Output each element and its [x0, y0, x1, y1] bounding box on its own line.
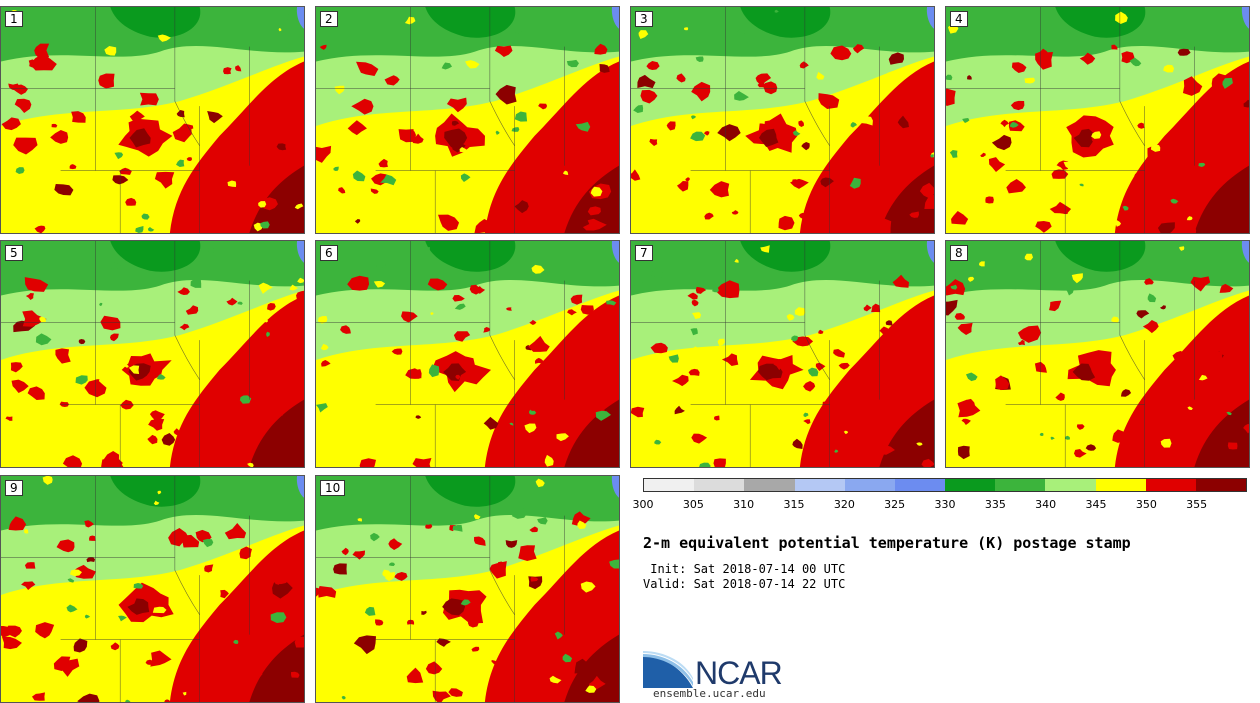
ncar-logo-icon	[643, 651, 693, 688]
colorbar	[643, 478, 1247, 492]
colorbar-swatch	[694, 479, 745, 491]
colorbar-swatch	[894, 479, 946, 491]
ensemble-member-panel[interactable]: 10	[315, 475, 620, 703]
colorbar-tick-label: 320	[833, 498, 855, 511]
member-map	[631, 241, 934, 467]
colorbar-tick-label: 330	[934, 498, 956, 511]
member-map	[316, 476, 619, 702]
colorbar-swatch	[744, 479, 795, 491]
plot-title: 2-m equivalent potential temperature (K)…	[643, 534, 1131, 552]
colorbar-tick-label: 325	[884, 498, 906, 511]
member-number-label: 8	[950, 245, 968, 261]
member-map	[1, 476, 304, 702]
ensemble-member-panel[interactable]: 6	[315, 240, 620, 468]
colorbar-swatch	[1195, 479, 1247, 491]
colorbar-tick-label: 300	[632, 498, 654, 511]
ensemble-member-panel[interactable]: 7	[630, 240, 935, 468]
colorbar-tick-label: 335	[984, 498, 1006, 511]
colorbar-tick-label: 355	[1186, 498, 1208, 511]
ncar-logo[interactable]: NCAR ensemble.ucar.edu	[643, 645, 803, 703]
colorbar-tick-label: 310	[733, 498, 755, 511]
member-map	[1, 241, 304, 467]
logo-text: NCAR	[695, 655, 783, 691]
colorbar-swatch	[794, 479, 845, 491]
member-number-label: 6	[320, 245, 338, 261]
member-number-label: 9	[5, 480, 23, 496]
logo-url[interactable]: ensemble.ucar.edu	[653, 687, 766, 700]
init-time: Init: Sat 2018-07-14 00 UTC	[643, 562, 846, 576]
member-number-label: 1	[5, 11, 23, 27]
member-map	[316, 241, 619, 467]
ensemble-member-panel[interactable]: 5	[0, 240, 305, 468]
member-map	[316, 7, 619, 233]
colorbar-tick-label: 345	[1085, 498, 1107, 511]
member-map	[946, 241, 1249, 467]
colorbar-tick-label: 305	[682, 498, 704, 511]
ensemble-member-panel[interactable]: 2	[315, 6, 620, 234]
ensemble-member-panel[interactable]: 3	[630, 6, 935, 234]
colorbar-swatch	[844, 479, 895, 491]
member-number-label: 2	[320, 11, 338, 27]
valid-time: Valid: Sat 2018-07-14 22 UTC	[643, 577, 846, 591]
member-number-label: 10	[320, 480, 346, 496]
colorbar-swatch	[945, 479, 996, 491]
member-number-label: 5	[5, 245, 23, 261]
member-map	[631, 7, 934, 233]
colorbar-swatch	[1145, 479, 1196, 491]
ensemble-member-panel[interactable]: 8	[945, 240, 1250, 468]
colorbar-swatch	[1045, 479, 1096, 491]
colorbar-tick-label: 350	[1135, 498, 1157, 511]
ensemble-member-panel[interactable]: 9	[0, 475, 305, 703]
colorbar-tick-label: 340	[1035, 498, 1057, 511]
member-number-label: 7	[635, 245, 653, 261]
colorbar-swatch	[644, 479, 695, 491]
colorbar-ticks: 300 305 310 315 320 325 330 335 340 345 350 355	[633, 498, 1247, 512]
ensemble-member-panel[interactable]: 4	[945, 6, 1250, 234]
colorbar-swatch	[995, 479, 1046, 491]
member-map	[946, 7, 1249, 233]
colorbar-tick-label: 315	[783, 498, 805, 511]
colorbar-swatch	[1095, 479, 1146, 491]
member-number-label: 4	[950, 11, 968, 27]
member-map	[1, 7, 304, 233]
ensemble-member-panel[interactable]: 1	[0, 6, 305, 234]
member-number-label: 3	[635, 11, 653, 27]
